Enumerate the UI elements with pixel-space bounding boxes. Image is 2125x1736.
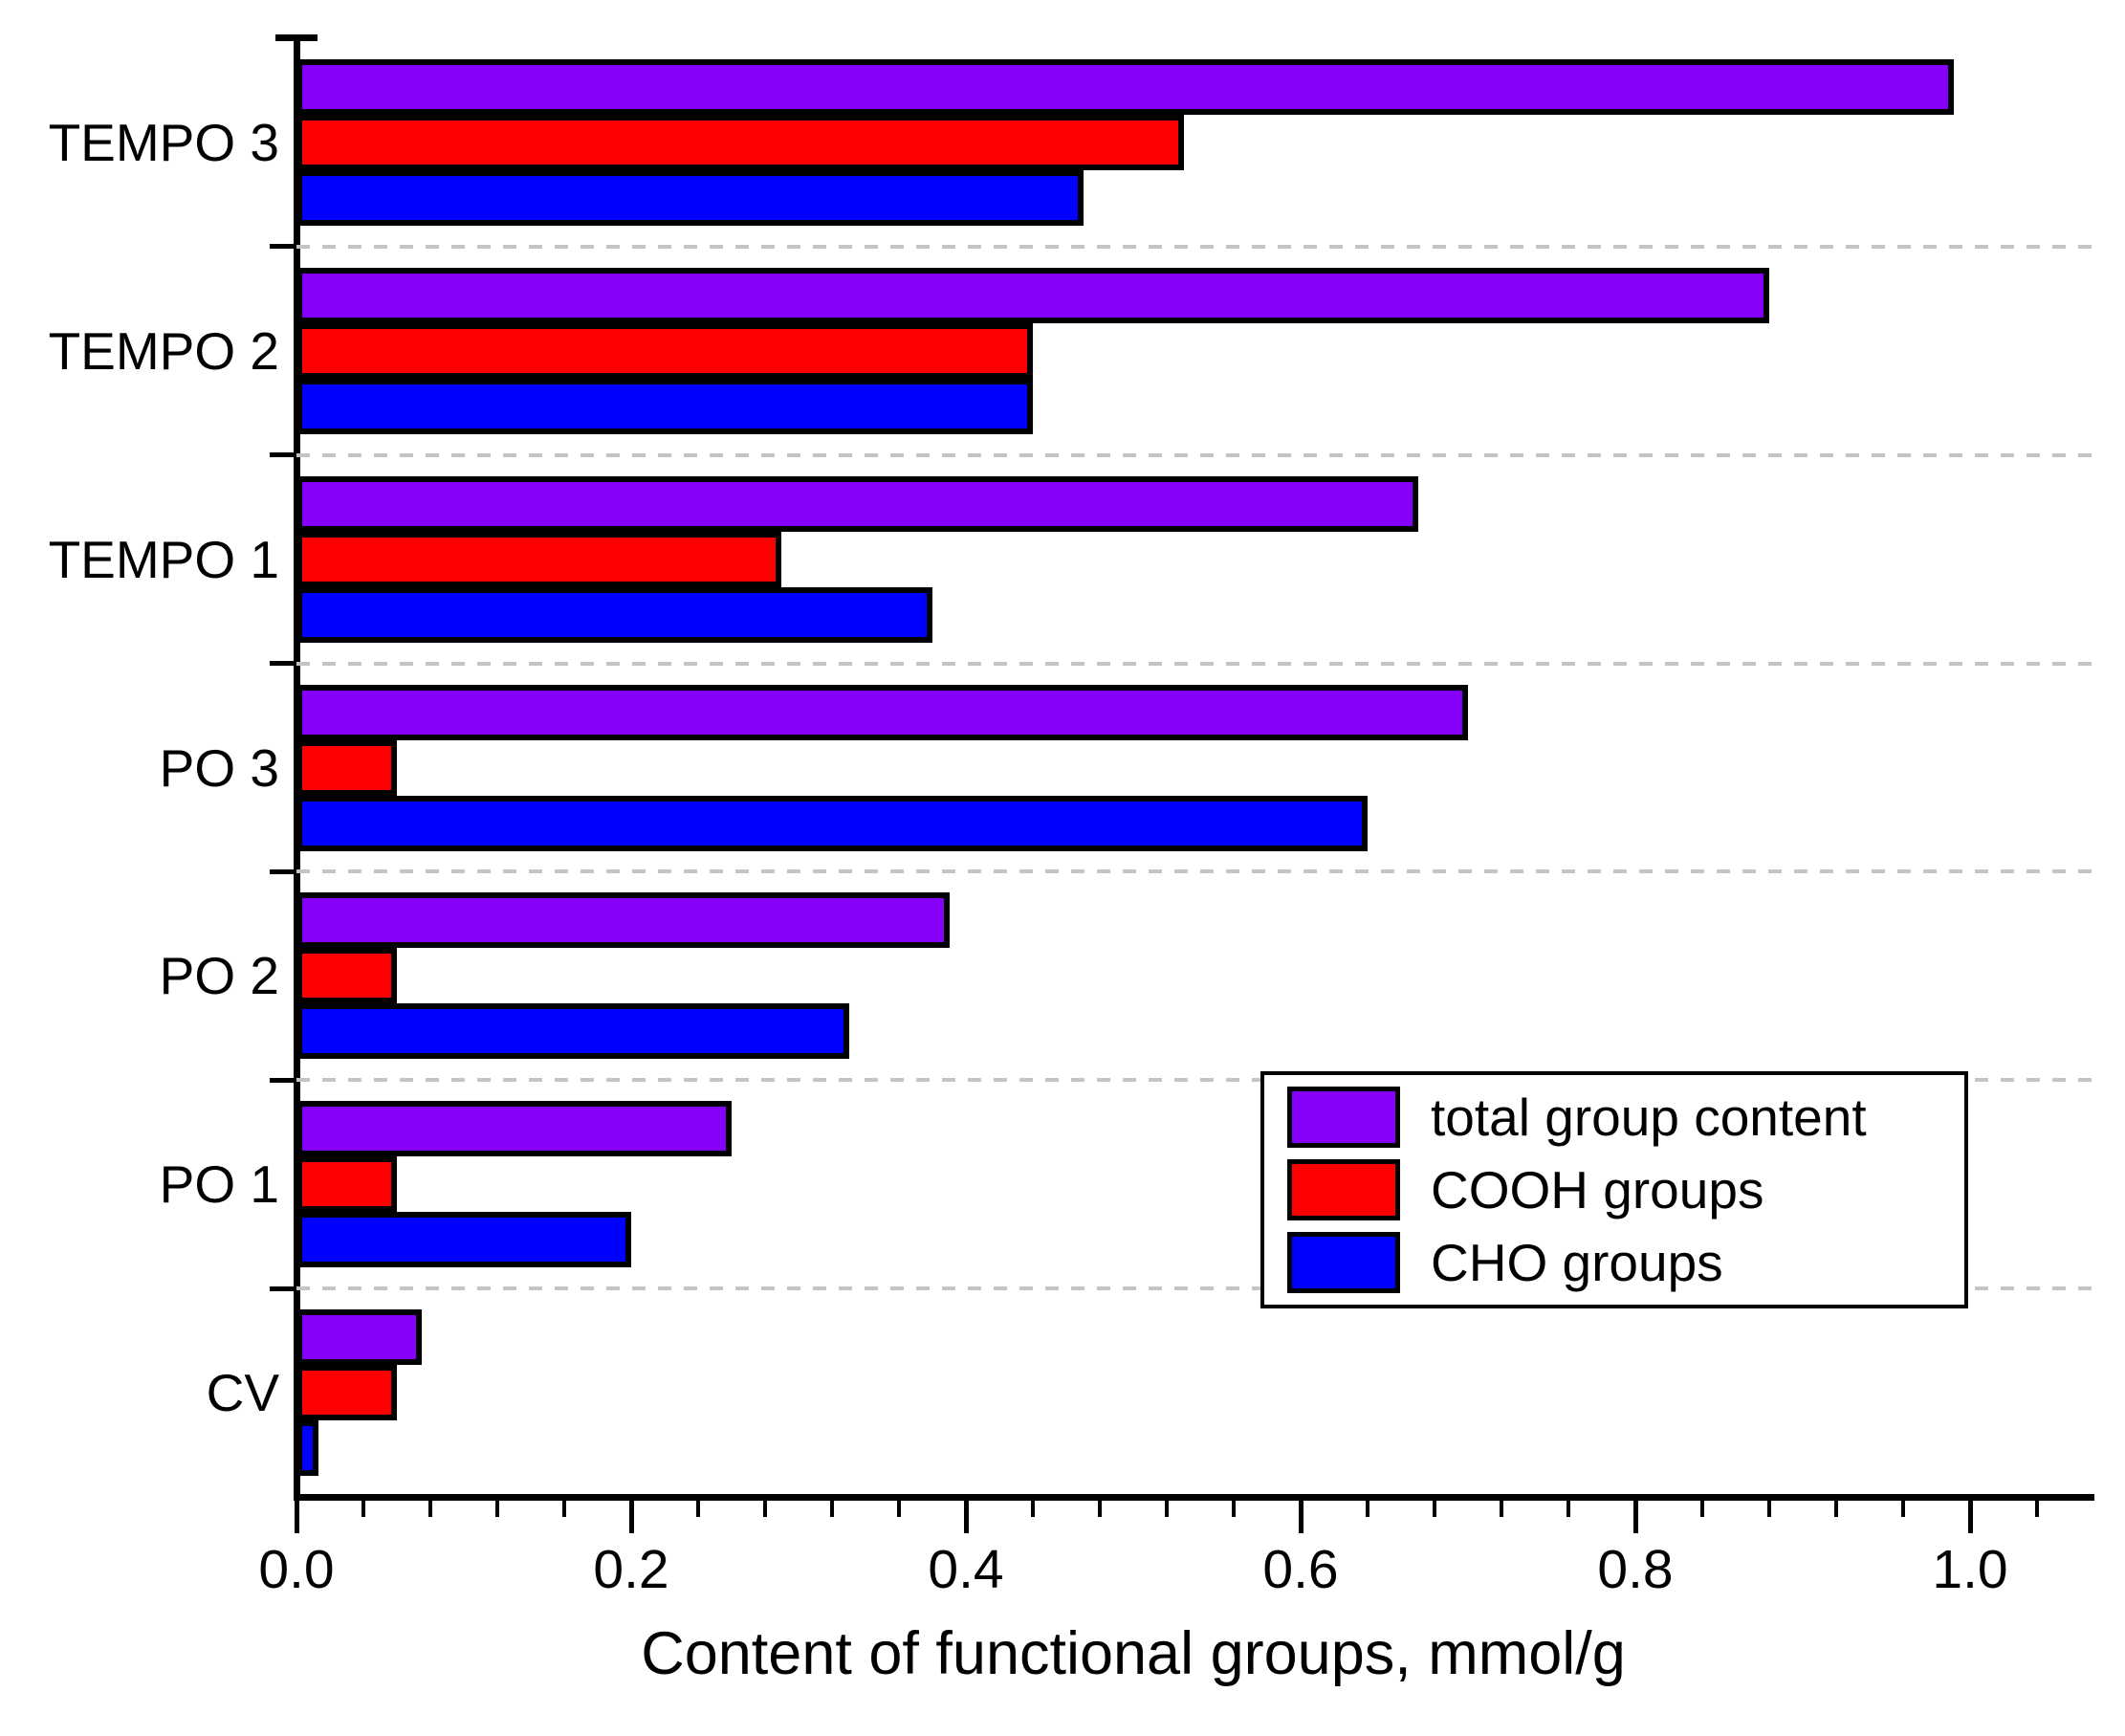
category-label: PO 3 <box>159 738 279 798</box>
bar-tempo-2-s1 <box>296 323 1033 379</box>
x-tick-label: 0.0 <box>258 1539 335 1600</box>
legend-item-cho: CHO groups <box>1287 1226 1964 1299</box>
x-minor-tick <box>1098 1497 1102 1517</box>
x-minor-tick <box>361 1497 365 1517</box>
x-minor-tick <box>562 1497 566 1517</box>
x-minor-tick <box>1700 1497 1704 1517</box>
gridline <box>296 869 2094 874</box>
category-label: TEMPO 3 <box>48 113 279 172</box>
legend-label-cooh: COOH groups <box>1431 1160 1764 1220</box>
gridline <box>296 1286 2094 1291</box>
legend-item-cooh: COOH groups <box>1287 1154 1964 1226</box>
x-minor-tick <box>1834 1497 1838 1517</box>
x-major-tick <box>294 1497 299 1533</box>
x-tick-label: 1.0 <box>1932 1539 2008 1600</box>
x-major-tick <box>1967 1497 1973 1533</box>
bar-po-1-s2 <box>296 1212 631 1267</box>
legend-swatch-cooh <box>1287 1159 1400 1220</box>
category-label: CV <box>206 1363 279 1422</box>
gridline <box>296 661 2094 666</box>
x-tick-label: 0.8 <box>1597 1539 1674 1600</box>
y-major-tick <box>270 452 296 458</box>
x-minor-tick <box>1031 1497 1035 1517</box>
bar-tempo-1-s1 <box>296 532 781 587</box>
bar-po-2-s2 <box>296 1003 849 1059</box>
bar-cv-s1 <box>296 1365 397 1420</box>
x-minor-tick <box>1566 1497 1570 1517</box>
y-axis-end-tick <box>275 34 318 41</box>
bar-po-3-s2 <box>296 796 1368 851</box>
bar-tempo-2-s0 <box>296 268 1769 323</box>
y-major-tick <box>270 868 296 874</box>
x-minor-tick <box>1901 1497 1905 1517</box>
bar-tempo-3-s1 <box>296 115 1184 170</box>
x-major-tick <box>963 1497 969 1533</box>
x-major-tick <box>628 1497 634 1533</box>
bar-po-1-s1 <box>296 1156 397 1212</box>
x-tick-label: 0.4 <box>928 1539 1004 1600</box>
bar-cv-s0 <box>296 1309 422 1365</box>
bar-po-1-s0 <box>296 1101 732 1156</box>
x-major-tick <box>1298 1497 1303 1533</box>
x-minor-tick <box>763 1497 767 1517</box>
x-minor-tick <box>428 1497 432 1517</box>
x-minor-tick <box>1165 1497 1169 1517</box>
bar-po-3-s0 <box>296 685 1468 740</box>
gridline <box>296 452 2094 457</box>
x-minor-tick <box>1232 1497 1236 1517</box>
bar-tempo-3-s2 <box>296 170 1084 226</box>
x-minor-tick <box>495 1497 499 1517</box>
x-minor-tick <box>897 1497 901 1517</box>
gridline <box>296 1078 2094 1083</box>
legend-label-cho: CHO groups <box>1431 1233 1723 1292</box>
bar-tempo-1-s0 <box>296 476 1418 532</box>
x-major-tick <box>1632 1497 1638 1533</box>
bar-tempo-1-s2 <box>296 587 932 643</box>
category-label: TEMPO 2 <box>48 321 279 381</box>
legend-item-total: total group content <box>1287 1081 1964 1154</box>
y-major-tick <box>270 1077 296 1083</box>
legend-swatch-cho <box>1287 1232 1400 1293</box>
bar-tempo-2-s2 <box>296 379 1033 434</box>
legend-label-total: total group content <box>1431 1088 1867 1147</box>
gridline <box>296 244 2094 249</box>
bar-tempo-3-s0 <box>296 59 1954 115</box>
x-axis-spine <box>294 1494 2094 1501</box>
legend: total group content COOH groups CHO grou… <box>1260 1071 1968 1308</box>
y-major-tick <box>270 1286 296 1291</box>
bar-po-3-s1 <box>296 740 397 796</box>
x-minor-tick <box>1366 1497 1369 1517</box>
x-minor-tick <box>1767 1497 1771 1517</box>
x-minor-tick <box>1433 1497 1436 1517</box>
category-label: PO 2 <box>159 946 279 1005</box>
bar-cv-s2 <box>296 1420 318 1476</box>
x-axis-title: Content of functional groups, mmol/g <box>641 1620 1626 1687</box>
x-tick-label: 0.6 <box>1262 1539 1339 1600</box>
bar-po-2-s0 <box>296 892 950 948</box>
x-tick-label: 0.2 <box>593 1539 669 1600</box>
category-label: TEMPO 1 <box>48 530 279 589</box>
x-minor-tick <box>696 1497 700 1517</box>
x-minor-tick <box>1500 1497 1503 1517</box>
y-major-tick <box>270 661 296 667</box>
x-minor-tick <box>830 1497 834 1517</box>
legend-swatch-total <box>1287 1087 1400 1148</box>
x-minor-tick <box>2035 1497 2039 1517</box>
category-label: PO 1 <box>159 1154 279 1214</box>
y-major-tick <box>270 244 296 250</box>
bar-po-2-s1 <box>296 948 397 1003</box>
